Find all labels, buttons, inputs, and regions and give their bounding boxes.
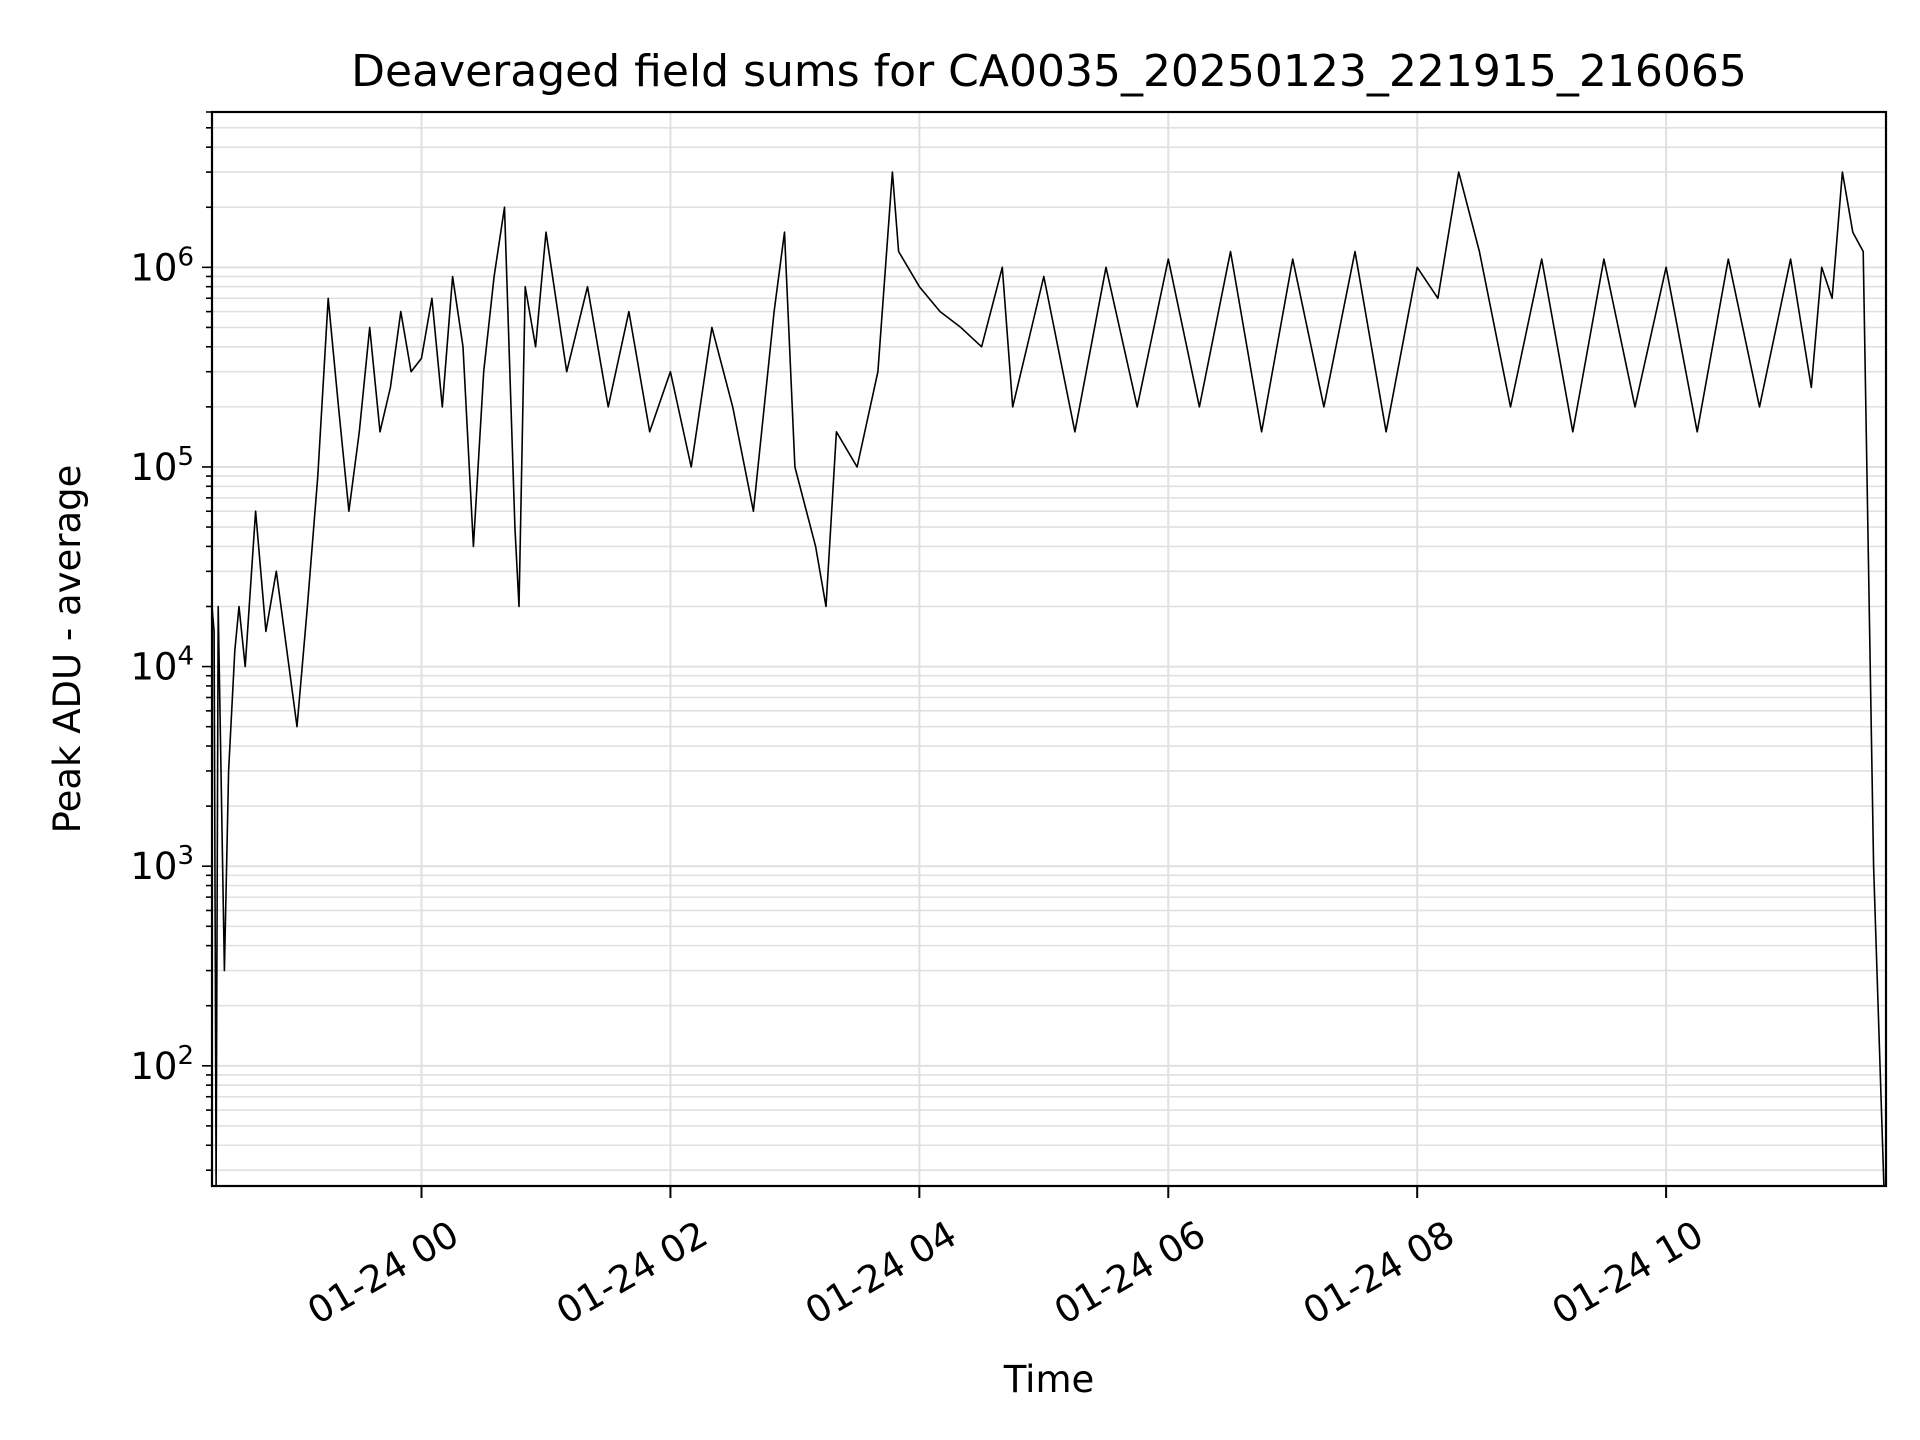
grid-lines bbox=[212, 111, 1886, 1186]
y-tick-label: 103 bbox=[130, 841, 194, 888]
x-tick-label: 01-24 10 bbox=[1545, 1213, 1711, 1333]
data-series bbox=[211, 171, 1885, 1187]
ticks: 01-24 00 01-24 02 01-24 04 01-24 06 01-24 08… bbox=[130, 111, 1711, 1333]
x-tick-label: 01-24 02 bbox=[549, 1213, 715, 1333]
x-tick-label: 01-24 04 bbox=[798, 1213, 964, 1333]
y-tick-label: 104 bbox=[130, 642, 194, 689]
series-line bbox=[211, 171, 1885, 1187]
y-axis-label: Peak ADU - average bbox=[46, 465, 89, 834]
y-tick-label: 106 bbox=[130, 242, 194, 289]
chart-title: Deaveraged field sums for CA0035_2025012… bbox=[351, 46, 1747, 97]
x-tick-label: 01-24 06 bbox=[1047, 1213, 1213, 1333]
y-tick-label: 102 bbox=[130, 1041, 194, 1088]
y-tick-label: 105 bbox=[130, 442, 194, 489]
x-axis-label: Time bbox=[1003, 1358, 1095, 1401]
x-tick-label: 01-24 00 bbox=[300, 1213, 466, 1333]
plot-frame bbox=[210, 110, 1888, 1188]
x-tick-label: 01-24 08 bbox=[1296, 1213, 1462, 1333]
